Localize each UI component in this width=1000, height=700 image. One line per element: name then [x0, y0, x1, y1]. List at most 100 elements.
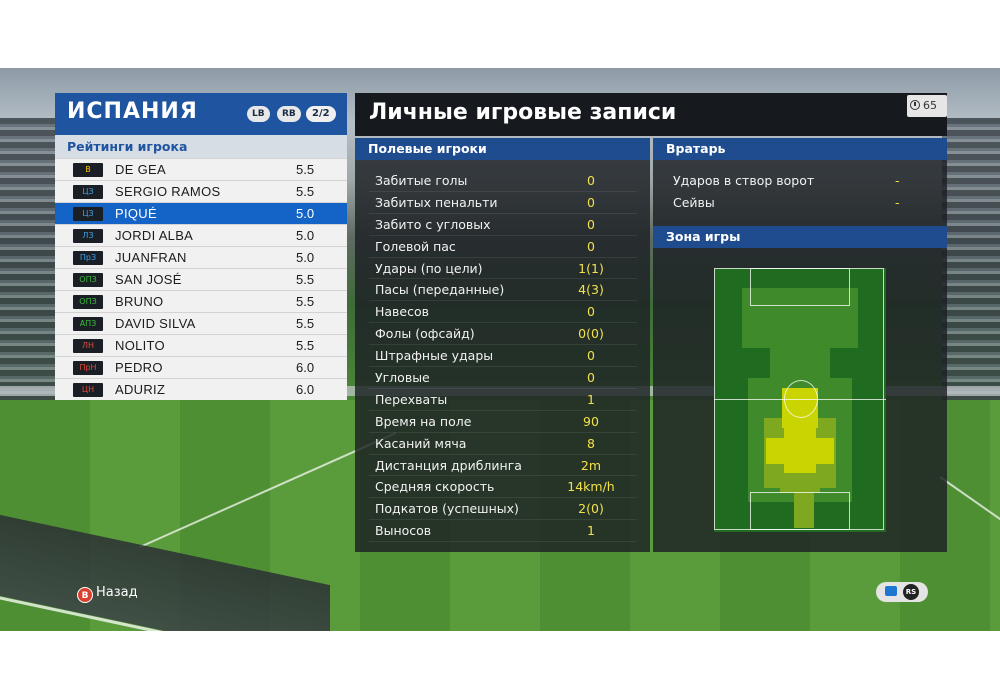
- position-badge: ЦЗ: [73, 207, 103, 221]
- player-row[interactable]: АПЗ DAVID SILVA 5.5: [55, 312, 347, 334]
- stat-value: 0: [587, 348, 595, 364]
- player-row[interactable]: ЦН ADURIZ 6.0: [55, 378, 347, 400]
- timer-value: 65: [923, 99, 937, 112]
- stat-row: Угловые 0: [369, 367, 637, 389]
- player-rating: 6.0: [296, 382, 315, 397]
- player-row[interactable]: В DE GEA 5.5: [55, 158, 347, 180]
- title-bar: Личные игровые записи 65: [355, 93, 947, 136]
- stat-label: Выносов: [375, 523, 432, 539]
- player-name: SAN JOSÉ: [115, 272, 182, 287]
- pitch-marking: [750, 492, 850, 530]
- stat-label: Навесов: [375, 304, 430, 320]
- stat-label: Средняя скорость: [375, 479, 495, 495]
- player-row[interactable]: ЦЗ SERGIO RAMOS 5.5: [55, 180, 347, 202]
- stadium-stand-left: [0, 118, 58, 448]
- player-rating: 5.5: [296, 272, 315, 287]
- stat-label: Угловые: [375, 370, 430, 386]
- player-rating: 5.5: [296, 184, 315, 199]
- heatmap-cell: [784, 408, 816, 478]
- stat-value: 0: [587, 238, 595, 254]
- personal-records-panel: Личные игровые записи 65 Полевые игроки …: [355, 93, 947, 552]
- player-name: BRUNO: [115, 294, 164, 309]
- player-name: PIQUÉ: [115, 206, 157, 221]
- stat-label: Фолы (офсайд): [375, 326, 475, 342]
- heatmap-cell: [794, 493, 814, 528]
- field-stats-list: Забитые голы 0 Забитых пенальти 0 Забито с у…: [369, 170, 637, 543]
- stat-value: 4(3): [578, 282, 604, 298]
- stat-row: Удары (по цели) 1(1): [369, 258, 637, 280]
- field-players-panel: Полевые игроки Забитые голы 0 Забитых пена…: [355, 138, 650, 552]
- clock-icon: [910, 100, 920, 110]
- back-button[interactable]: B Назад: [77, 585, 138, 603]
- rb-button[interactable]: RB: [277, 106, 301, 122]
- zone-header: Зона игры: [653, 226, 947, 248]
- player-row[interactable]: ЛЗ JORDI ALBA 5.0: [55, 224, 347, 246]
- pitch-marking: [784, 380, 818, 418]
- play-zone-heatmap: [714, 268, 886, 532]
- player-rating: 5.0: [296, 228, 315, 243]
- team-name: ИСПАНИЯ: [67, 99, 198, 124]
- player-row[interactable]: ПрЗ JUANFRAN 5.0: [55, 246, 347, 268]
- stat-value: 0: [587, 173, 595, 188]
- b-button-icon: B: [77, 587, 93, 603]
- player-row[interactable]: ОПЗ BRUNO 5.5: [55, 290, 347, 312]
- player-name: DAVID SILVA: [115, 316, 196, 331]
- stat-label: Дистанция дриблинга: [375, 457, 522, 473]
- player-list: В DE GEA 5.5 ЦЗ SERGIO RAMOS 5.5 ЦЗ PIQUÉ 5.0 ЛЗ J…: [55, 158, 347, 400]
- stat-row: Подкатов (успешных) 2(0): [369, 498, 637, 521]
- stat-value: 0: [587, 304, 595, 320]
- position-badge: ЛН: [73, 339, 103, 353]
- stat-row: Пасы (переданные) 4(3): [369, 279, 637, 302]
- stat-row: Фолы (офсайд) 0(0): [369, 323, 637, 346]
- stat-row: Средняя скорость 14km/h: [369, 476, 637, 499]
- player-name: DE GEA: [115, 162, 166, 177]
- stat-value: 1: [587, 523, 595, 539]
- stat-label: Забитых пенальти: [375, 194, 498, 210]
- lb-button[interactable]: LB: [247, 106, 270, 122]
- stat-value: 8: [587, 435, 595, 451]
- stat-row: Голевой пас 0: [369, 236, 637, 258]
- player-name: NOLITO: [115, 338, 165, 353]
- player-name: JORDI ALBA: [115, 228, 194, 243]
- stat-row: Выносов 1: [369, 520, 637, 543]
- position-badge: ЦН: [73, 383, 103, 397]
- heatmap-cell: [742, 288, 858, 348]
- gk-stat-label: Ударов в створ ворот: [673, 173, 815, 188]
- position-badge: ОПЗ: [73, 273, 103, 287]
- stat-row: Забитых пенальти 0: [369, 192, 637, 214]
- chat-rs-button[interactable]: RS: [876, 582, 928, 602]
- player-row[interactable]: ПрН PEDRO 6.0: [55, 356, 347, 378]
- player-rating: 5.0: [296, 206, 315, 221]
- stat-value: 0: [587, 216, 595, 232]
- position-badge: В: [73, 163, 103, 177]
- stat-label: Перехваты: [375, 391, 448, 407]
- stadium-stand-right: [942, 118, 1000, 448]
- stat-label: Время на поле: [375, 413, 472, 429]
- player-rating: 5.0: [296, 250, 315, 265]
- field-players-header: Полевые игроки: [355, 138, 650, 160]
- stat-label: Удары (по цели): [375, 260, 483, 276]
- player-name: JUANFRAN: [115, 250, 187, 265]
- stat-label: Забито с угловых: [375, 216, 491, 232]
- player-row[interactable]: ЛН NOLITO 5.5: [55, 334, 347, 356]
- stat-row: Штрафные удары 0: [369, 345, 637, 368]
- stat-value: 2m: [580, 457, 602, 473]
- stat-value: 90: [583, 413, 599, 429]
- stat-value: 14km/h: [567, 479, 615, 495]
- player-row[interactable]: ОПЗ SAN JOSÉ 5.5: [55, 268, 347, 290]
- position-badge: ЛЗ: [73, 229, 103, 243]
- gk-stat-value: -: [895, 173, 900, 188]
- player-ratings-panel: ИСПАНИЯ LB RB 2/2 Рейтинги игрока В DE GE…: [55, 93, 347, 400]
- goalkeeper-stats-list: Ударов в створ ворот - Сейвы -: [667, 170, 935, 214]
- stat-row: Забито с угловых 0: [369, 214, 637, 236]
- stat-label: Штрафные удары: [375, 348, 494, 364]
- stat-row: Навесов 0: [369, 301, 637, 324]
- gk-stat-value: -: [895, 195, 900, 210]
- player-row[interactable]: ЦЗ PIQUÉ 5.0: [55, 202, 347, 224]
- stat-label: Подкатов (успешных): [375, 501, 519, 517]
- stat-value: 2(0): [578, 501, 604, 517]
- position-badge: АПЗ: [73, 317, 103, 331]
- goalkeeper-header: Вратарь: [653, 138, 947, 160]
- position-badge: ПрЗ: [73, 251, 103, 265]
- position-badge: ЦЗ: [73, 185, 103, 199]
